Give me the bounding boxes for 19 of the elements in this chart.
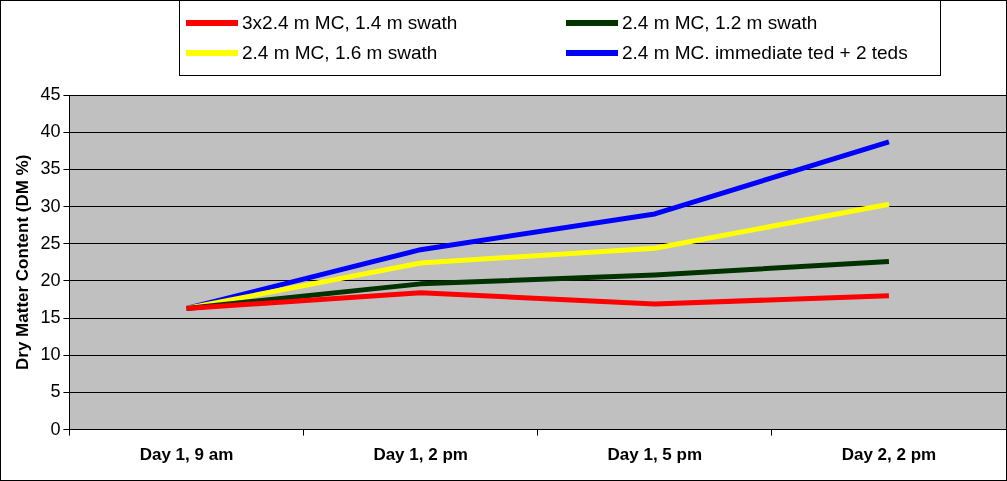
y-tick-label: 15 xyxy=(40,307,61,328)
y-tick-label: 20 xyxy=(40,269,61,290)
x-tick-label: Day 1, 5 pm xyxy=(607,445,703,465)
y-tick-label: 35 xyxy=(40,158,61,179)
y-tick-label: 10 xyxy=(40,344,61,365)
y-tick-label: 45 xyxy=(40,83,61,104)
legend-label: 3x2.4 m MC, 1.4 m swath xyxy=(242,12,458,34)
y-tick-label: 40 xyxy=(40,121,61,142)
y-tick-label: 5 xyxy=(50,381,61,402)
y-tick-label: 0 xyxy=(50,418,61,439)
y-tick-label: 30 xyxy=(40,195,61,216)
legend-label: 2.4 m MC. immediate ted + 2 teds xyxy=(622,42,908,64)
x-tick-label: Day 1, 9 am xyxy=(139,445,234,465)
y-tick-label: 25 xyxy=(40,232,61,253)
y-axis-title: Dry Matter Content (DM %) xyxy=(12,154,32,370)
legend-label: 2.4 m MC, 1.2 m swath xyxy=(622,12,818,34)
legend-label: 2.4 m MC, 1.6 m swath xyxy=(242,42,438,64)
x-tick-label: Day 2, 2 pm xyxy=(841,445,937,465)
x-tick-label: Day 1, 2 pm xyxy=(373,445,468,465)
